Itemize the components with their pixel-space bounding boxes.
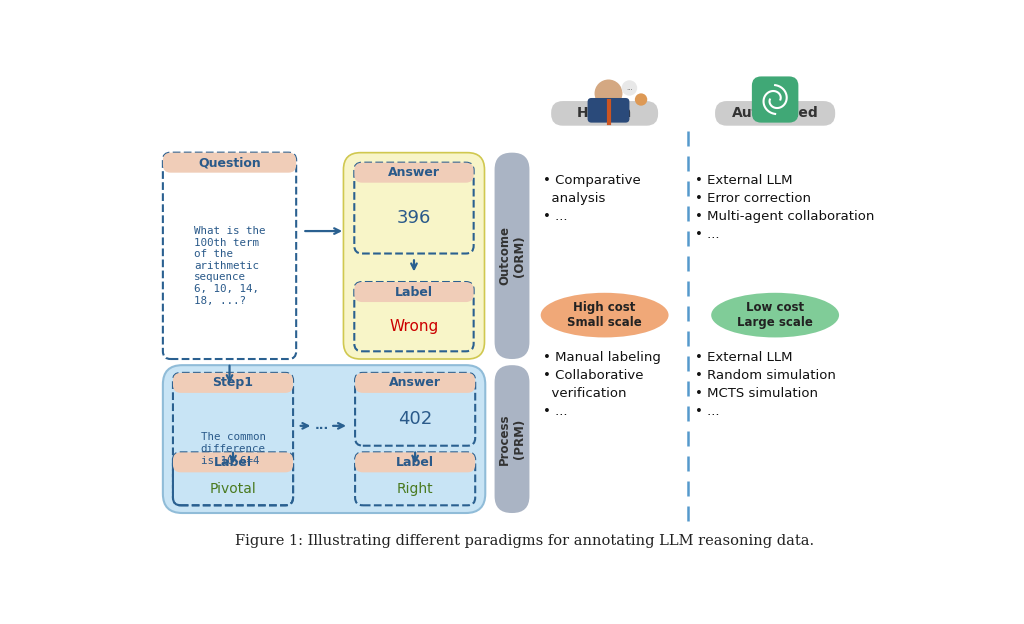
FancyBboxPatch shape [163,153,296,173]
Text: What is the
100th term
of the
arithmetic
sequence
6, 10, 14,
18, ...?: What is the 100th term of the arithmetic… [194,226,265,306]
FancyBboxPatch shape [495,365,529,513]
Text: Outcome
(ORM): Outcome (ORM) [498,227,526,285]
Circle shape [595,79,623,107]
Text: • Manual labeling
• Collaborative
  verification
• ...: • Manual labeling • Collaborative verifi… [543,351,660,418]
Text: 402: 402 [398,411,432,428]
Text: Low cost
Large scale: Low cost Large scale [737,301,813,329]
FancyBboxPatch shape [355,452,475,472]
FancyBboxPatch shape [588,98,630,123]
Text: ...: ... [626,85,633,91]
FancyBboxPatch shape [173,452,293,472]
FancyBboxPatch shape [354,163,474,183]
Text: Wrong: Wrong [389,319,438,334]
FancyBboxPatch shape [343,153,484,359]
Text: ...: ... [314,419,329,432]
Text: Answer: Answer [388,166,440,179]
Ellipse shape [541,293,669,338]
FancyBboxPatch shape [173,373,293,393]
Text: The common
difference
is 10-6=4: The common difference is 10-6=4 [201,432,265,466]
Text: Answer: Answer [389,376,441,389]
FancyBboxPatch shape [551,101,658,125]
FancyBboxPatch shape [163,365,485,513]
Text: Figure 1: Illustrating different paradigms for annotating LLM reasoning data.: Figure 1: Illustrating different paradig… [236,535,814,548]
Text: Automated: Automated [732,106,818,120]
Text: Label: Label [214,456,252,469]
Circle shape [635,94,647,105]
Text: Process
(PRM): Process (PRM) [498,413,526,465]
Text: Pivotal: Pivotal [210,482,256,496]
Text: Question: Question [199,156,261,169]
Text: High cost
Small scale: High cost Small scale [567,301,642,329]
FancyBboxPatch shape [354,282,474,302]
Text: Step1: Step1 [213,376,254,389]
FancyBboxPatch shape [715,101,836,125]
FancyBboxPatch shape [495,153,529,359]
Text: Label: Label [395,286,433,298]
Text: Human: Human [577,106,632,120]
FancyBboxPatch shape [355,373,475,393]
Text: • External LLM
• Error correction
• Multi-agent collaboration
• ...: • External LLM • Error correction • Mult… [695,174,874,241]
Text: 396: 396 [396,209,431,227]
Text: • External LLM
• Random simulation
• MCTS simulation
• ...: • External LLM • Random simulation • MCT… [695,351,837,418]
Text: Right: Right [397,482,433,496]
Circle shape [622,80,637,95]
FancyBboxPatch shape [752,76,799,123]
Ellipse shape [712,293,839,338]
Text: Label: Label [396,456,434,469]
Text: • Comparative
  analysis
• ...: • Comparative analysis • ... [543,174,640,223]
